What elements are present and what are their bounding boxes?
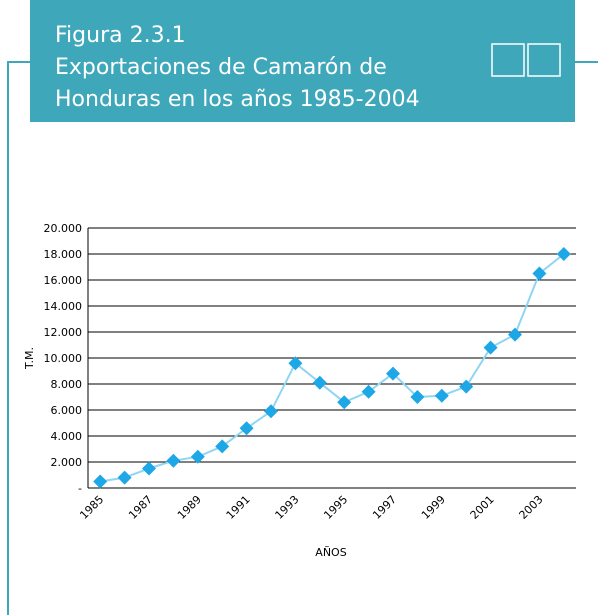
data-point — [556, 247, 571, 261]
data-point — [361, 384, 376, 399]
x-tick-label: 1989 — [175, 493, 204, 522]
data-point — [142, 461, 156, 476]
data-point — [386, 366, 400, 381]
data-point — [166, 453, 181, 468]
chart-title: Exportaciones de Camarón de — [55, 55, 387, 80]
x-axis-label: AÑOS — [315, 546, 346, 559]
x-tick-label: 1997 — [370, 493, 399, 522]
y-tick-label: 14.000 — [44, 300, 83, 313]
icon-box — [527, 43, 561, 77]
header-band — [30, 0, 575, 122]
series-line — [100, 253, 565, 483]
y-tick-label: 2.000 — [51, 456, 83, 469]
frame — [7, 61, 30, 615]
y-tick-label: 4.000 — [51, 430, 83, 443]
x-tick-label: 1985 — [77, 493, 106, 522]
y-tick-label: 6.000 — [51, 404, 83, 417]
data-point — [459, 379, 474, 394]
data-point — [215, 439, 230, 454]
figure-label: Figura 2.3.1 — [55, 23, 186, 48]
y-tick-label: 20.000 — [44, 222, 83, 235]
data-point — [532, 266, 547, 281]
data-point — [410, 390, 425, 404]
x-tick-label: 1987 — [126, 493, 155, 522]
data-point — [312, 375, 327, 390]
x-tick-label: 1991 — [224, 493, 253, 522]
y-tick-label: - — [78, 482, 82, 495]
data-point — [337, 395, 352, 410]
data-point — [483, 340, 498, 355]
data-point — [117, 470, 132, 485]
x-tick-label: 2003 — [517, 493, 546, 522]
data-point — [264, 404, 278, 419]
y-axis-label: T.M. — [23, 347, 36, 370]
chart-title: Honduras en los años 1985-2004 — [55, 87, 420, 112]
data-point — [93, 474, 108, 489]
data-point — [288, 356, 303, 371]
data-point — [508, 327, 522, 342]
x-tick-label: 1993 — [273, 493, 302, 522]
y-tick-label: 12.000 — [44, 326, 83, 339]
y-tick-label: 16.000 — [44, 274, 83, 287]
data-point — [434, 388, 449, 403]
icon-box — [491, 43, 525, 77]
y-tick-label: 10.000 — [44, 352, 83, 365]
y-tick-label: 8.000 — [51, 378, 83, 391]
data-point — [190, 449, 205, 464]
x-tick-label: 1999 — [419, 493, 448, 522]
x-tick-label: 1995 — [321, 493, 350, 522]
y-tick-label: 18.000 — [44, 248, 83, 261]
x-tick-label: 2001 — [468, 493, 497, 522]
data-point — [239, 421, 254, 436]
